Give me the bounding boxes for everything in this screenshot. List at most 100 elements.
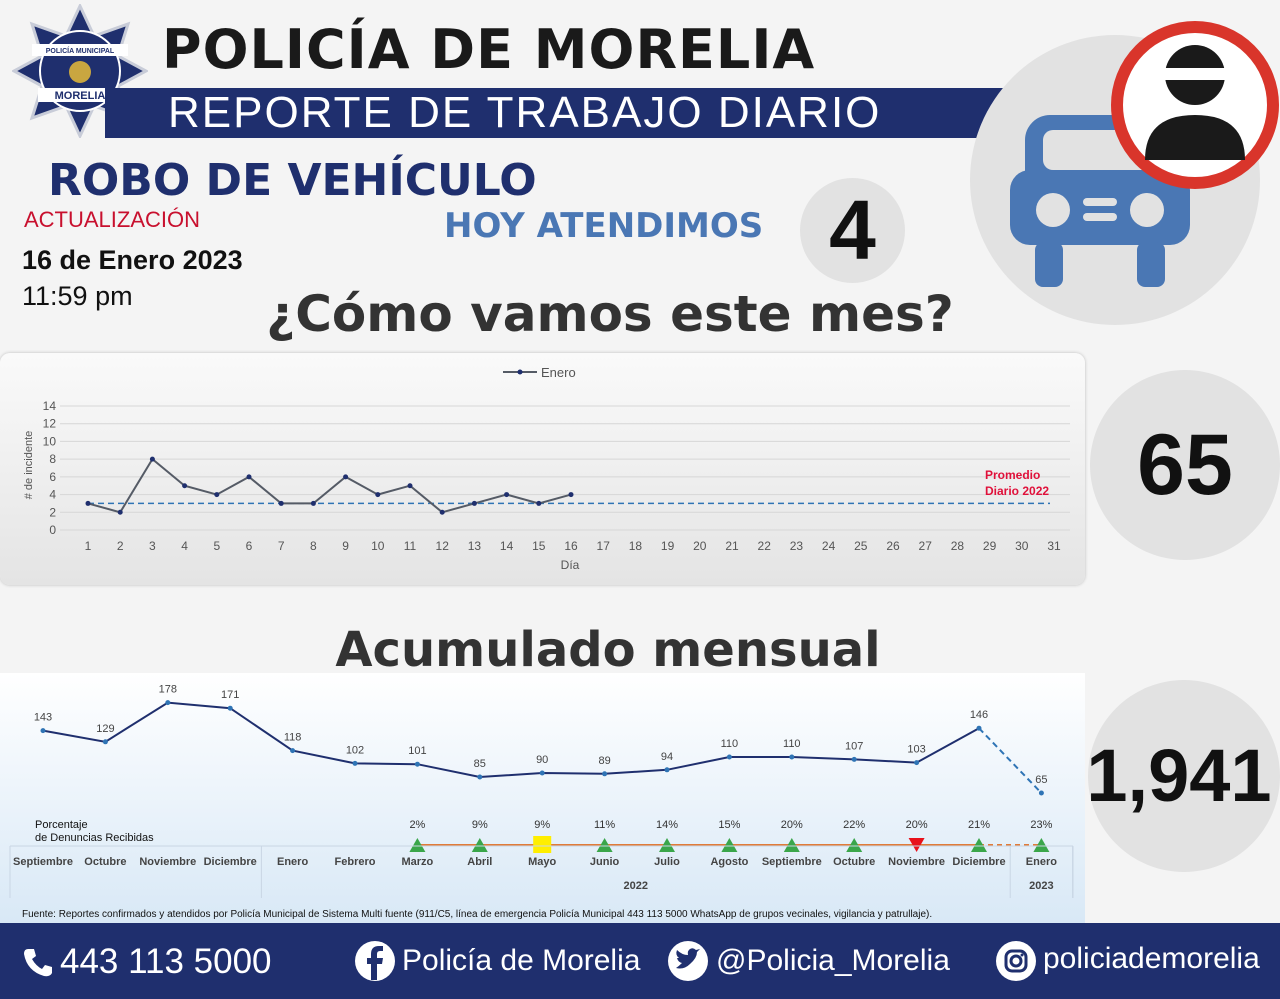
year-label: 2022 [624,880,648,892]
x-tick-label: 1 [85,539,92,553]
percent-marker [783,838,800,852]
value-label: 103 [907,744,925,756]
cumulative-total: 1,941 [1086,734,1272,817]
x-tick-label: 5 [213,539,220,553]
twitter-icon [668,941,708,981]
y-tick-label: 2 [49,505,56,519]
percent-label: 21% [968,819,990,831]
value-label: 143 [34,712,52,724]
x-tick-label: 10 [371,539,385,553]
data-point [290,748,296,754]
x-tick-label: Agosto [710,856,748,868]
reference-label: Diario 2022 [985,484,1049,498]
badge-top: POLICÍA MUNICIPAL [46,46,115,55]
badge-bottom: MORELIA [55,90,106,102]
x-tick-label: 28 [951,539,965,553]
data-line-projection [978,727,1043,794]
value-label: 118 [284,732,302,744]
percent-label: 9% [534,819,550,831]
value-label: 102 [346,744,364,756]
data-point [414,761,420,767]
x-tick-label: 15 [532,539,546,553]
subtitle: REPORTE DE TRABAJO DIARIO [168,88,882,137]
x-tick-label: Febrero [335,856,376,868]
data-point [914,760,920,766]
today-label: HOY ATENDIMOS [444,206,764,246]
month-total: 65 [1137,417,1233,513]
percent-label: 15% [718,819,740,831]
x-tick-label: 21 [725,539,739,553]
value-label: 65 [1035,774,1047,786]
x-tick-label: 13 [468,539,482,553]
value-label: 171 [221,689,239,701]
percent-label: 20% [906,819,928,831]
percent-marker [596,838,613,852]
x-tick-label: 6 [246,539,253,553]
legend-label: Enero [541,365,576,380]
data-point [227,705,233,711]
today-circle [800,178,905,283]
y-tick-label: 14 [43,399,57,413]
x-tick-label: 25 [854,539,868,553]
x-tick-label: 24 [822,539,836,553]
x-tick-label: Abril [467,856,492,868]
x-tick-label: 8 [310,539,317,553]
data-point [352,760,358,766]
x-tick-label: 31 [1047,539,1061,553]
x-tick-label: 16 [564,539,578,553]
value-label: 85 [474,758,486,770]
x-tick-label: 23 [790,539,804,553]
x-tick-label: 9 [342,539,349,553]
y-tick-label: 6 [49,470,56,484]
facebook-icon [355,941,395,981]
data-point [851,756,857,762]
data-point [85,500,91,506]
data-point [1038,790,1044,796]
percent-marker [1033,838,1050,852]
data-line [87,457,572,514]
legend-dot [517,369,523,375]
x-tick-label: 19 [661,539,675,553]
percent-label: 2% [409,819,425,831]
x-tick-label: Enero [1026,856,1057,868]
value-label: 110 [783,738,801,750]
percent-marker [908,838,925,852]
x-tick-label: 3 [149,539,156,553]
data-point [246,474,252,480]
value-label: 110 [721,738,739,750]
data-point [343,474,349,480]
cumulative-heading: Acumulado mensual [335,622,881,678]
source: Fuente: Reportes confirmados y atendidos… [22,909,933,920]
cumulative-circle [1088,680,1280,872]
data-point [149,456,155,462]
subtitle-band [105,88,1005,138]
percent-marker [409,838,426,852]
value-label: 89 [598,755,610,767]
data-point [536,500,542,506]
data-point [439,509,445,515]
value-label: 178 [159,684,177,696]
x-tick-label: Enero [277,856,308,868]
topic: ROBO DE VEHÍCULO [48,155,537,206]
year-label: 2023 [1029,880,1053,892]
percent-label: 14% [656,819,678,831]
title: POLICÍA DE MORELIA [162,18,816,81]
data-point [504,492,510,498]
chart-panel [0,353,1085,585]
monthly-chart: 143 129 178 171 118 102 101 85 90 89 94 110 110 107 10… [9,684,1074,898]
y-tick-label: 10 [43,434,57,448]
value-label: 90 [536,754,548,766]
data-point [471,500,477,506]
car-thief-icon [970,21,1279,325]
phone-icon [24,949,52,977]
data-point [310,500,316,506]
data-point [789,754,795,760]
value-label: 107 [845,740,863,752]
x-tick-label: Julio [654,856,680,868]
value-label: 129 [96,723,114,735]
data-point [568,492,574,498]
x-tick-label: 20 [693,539,707,553]
percent-label: 20% [781,819,803,831]
